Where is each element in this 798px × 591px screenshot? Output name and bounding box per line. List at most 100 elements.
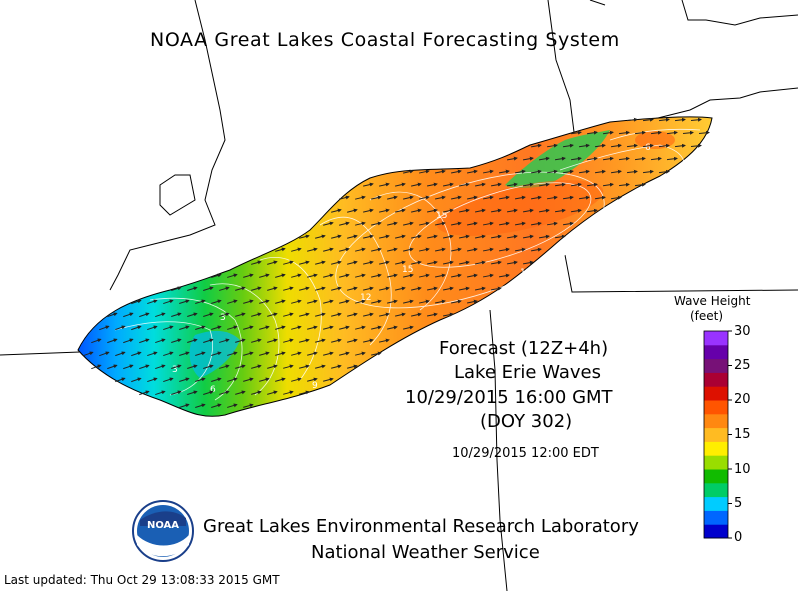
direction-vector bbox=[219, 312, 230, 317]
direction-vector bbox=[235, 286, 246, 291]
direction-vector bbox=[339, 299, 350, 304]
last-updated: Last updated: Thu Oct 29 13:08:33 2015 G… bbox=[4, 573, 280, 587]
direction-vector bbox=[586, 182, 598, 187]
direction-vector bbox=[211, 299, 222, 304]
direction-vector bbox=[139, 364, 150, 370]
contour-label: 9 bbox=[312, 381, 318, 391]
contour-label: 15 bbox=[436, 211, 447, 221]
direction-vector bbox=[91, 338, 102, 344]
direction-vector bbox=[347, 286, 358, 291]
direction-vector bbox=[419, 247, 430, 252]
direction-vector bbox=[195, 377, 206, 382]
direction-vector bbox=[387, 273, 398, 278]
direction-vector bbox=[275, 325, 286, 330]
direction-vector bbox=[371, 273, 382, 278]
direction-vector bbox=[451, 247, 462, 252]
direction-vector bbox=[227, 299, 238, 304]
direction-vector bbox=[403, 299, 414, 304]
direction-vector bbox=[451, 221, 462, 226]
direction-vector bbox=[482, 195, 494, 200]
direction-vector bbox=[275, 351, 286, 356]
direction-vector bbox=[435, 247, 446, 252]
direction-vector bbox=[530, 195, 542, 200]
direction-vector bbox=[251, 312, 262, 317]
direction-vector bbox=[451, 169, 462, 174]
direction-vector bbox=[339, 247, 350, 252]
direction-vector bbox=[498, 221, 510, 226]
direction-vector bbox=[203, 364, 214, 369]
org-name-nws: National Weather Service bbox=[311, 542, 540, 563]
direction-vector bbox=[435, 221, 446, 226]
legend-color-step bbox=[704, 358, 728, 373]
direction-vector bbox=[323, 273, 334, 278]
direction-vector bbox=[307, 351, 318, 356]
direction-vector bbox=[466, 195, 478, 200]
direction-vector bbox=[427, 312, 438, 317]
direction-vector bbox=[347, 234, 358, 239]
forecast-valid-time: 10/29/2015 16:00 GMT bbox=[405, 387, 613, 408]
direction-vector bbox=[195, 325, 206, 330]
direction-vector bbox=[323, 325, 334, 330]
direction-vector bbox=[506, 208, 518, 213]
direction-vector bbox=[339, 351, 350, 356]
direction-vector bbox=[371, 325, 382, 330]
direction-vector bbox=[123, 338, 134, 344]
direction-vector bbox=[594, 143, 606, 148]
direction-vector bbox=[147, 351, 158, 357]
direction-vector bbox=[211, 377, 222, 382]
direction-vector bbox=[546, 221, 558, 226]
direction-vector bbox=[618, 156, 630, 161]
direction-vector bbox=[379, 260, 390, 265]
direction-vector bbox=[267, 364, 278, 369]
direction-vector bbox=[171, 390, 182, 396]
forecast-day-of-year: (DOY 302) bbox=[480, 411, 573, 432]
direction-vector bbox=[315, 338, 326, 343]
direction-vector bbox=[419, 273, 430, 278]
direction-vector bbox=[626, 169, 638, 174]
direction-vector bbox=[666, 156, 678, 161]
direction-vector bbox=[538, 182, 550, 187]
direction-vector bbox=[698, 130, 710, 135]
direction-vector bbox=[538, 156, 550, 161]
direction-vector bbox=[115, 325, 126, 331]
org-name-glerl: Great Lakes Environmental Research Labor… bbox=[203, 516, 639, 537]
legend-tick: 5 bbox=[734, 496, 743, 511]
direction-vector bbox=[331, 208, 342, 213]
direction-vector bbox=[387, 325, 398, 330]
direction-vector bbox=[482, 169, 494, 174]
direction-vector bbox=[458, 260, 470, 265]
direction-vector bbox=[578, 143, 590, 148]
legend-color-step bbox=[704, 331, 728, 346]
direction-vector bbox=[626, 143, 638, 148]
direction-vector bbox=[427, 286, 438, 291]
direction-vector bbox=[331, 260, 342, 265]
direction-vector bbox=[482, 221, 494, 226]
direction-vector bbox=[83, 351, 94, 357]
direction-vector bbox=[219, 364, 230, 369]
direction-vector bbox=[570, 130, 582, 135]
direction-vector bbox=[554, 182, 566, 187]
direction-vector bbox=[538, 234, 550, 239]
direction-vector bbox=[283, 312, 294, 317]
direction-vector bbox=[315, 234, 326, 239]
contour-label: 6 bbox=[645, 143, 651, 153]
direction-vector bbox=[187, 312, 198, 317]
contour-label: 12 bbox=[360, 293, 371, 303]
direction-vector bbox=[522, 156, 534, 161]
direction-vector bbox=[251, 364, 262, 369]
direction-vector bbox=[403, 325, 414, 330]
direction-vector bbox=[387, 299, 398, 304]
direction-vector bbox=[179, 325, 190, 330]
direction-vector bbox=[443, 286, 454, 291]
direction-vector bbox=[235, 338, 246, 343]
direction-vector bbox=[195, 351, 206, 356]
direction-vector bbox=[546, 195, 558, 200]
legend-color-step bbox=[704, 510, 728, 525]
forecast-lake: Lake Erie Waves bbox=[454, 362, 601, 383]
direction-vector bbox=[291, 351, 302, 356]
direction-vector bbox=[674, 143, 686, 148]
direction-vector bbox=[259, 273, 270, 278]
direction-vector bbox=[610, 143, 622, 148]
direction-vector bbox=[291, 377, 302, 382]
